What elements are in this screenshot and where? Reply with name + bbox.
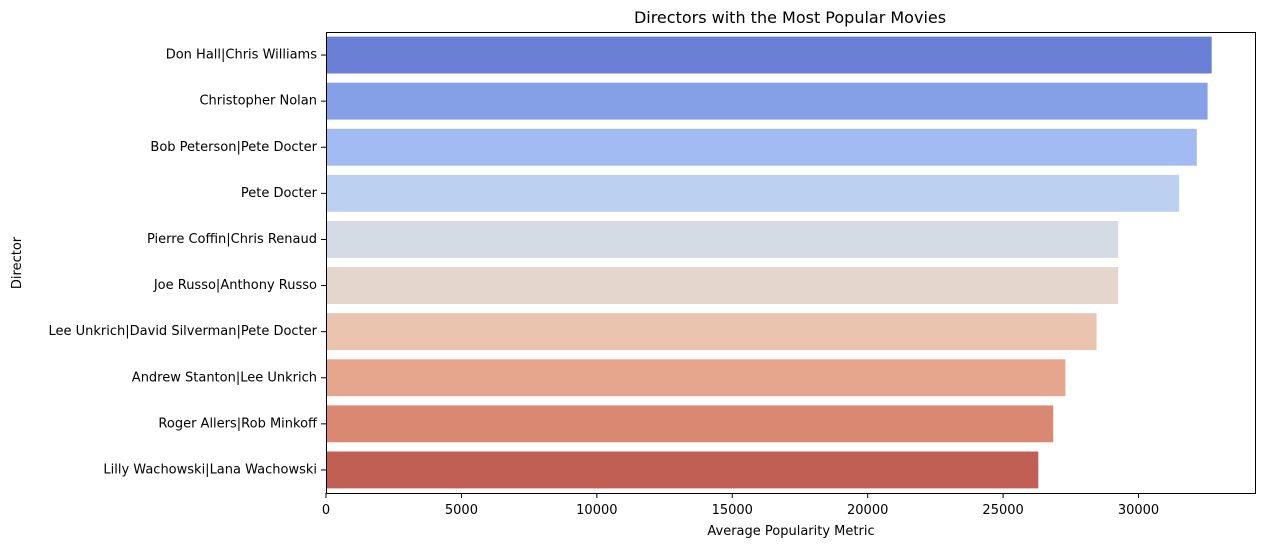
x-tick-label: 15000	[712, 503, 753, 518]
x-tick-label: 5000	[445, 503, 478, 518]
bars-group	[326, 36, 1212, 489]
x-tick-label: 0	[322, 503, 330, 518]
bar-3	[326, 128, 1197, 166]
y-tick-label: Roger Allers|Rob Minkoff	[158, 416, 318, 431]
y-tick-label: Bob Peterson|Pete Docter	[150, 140, 317, 155]
x-axis: 0 5000 10000 15000 20000 25000 30000	[322, 493, 1159, 518]
y-tick-label: Joe Russo|Anthony Russo	[153, 278, 317, 293]
bar-7	[326, 313, 1097, 351]
x-axis-label: Average Popularity Metric	[707, 524, 874, 539]
bar-9	[326, 405, 1054, 443]
y-tick-label: Lee Unkrich|David Silverman|Pete Docter	[49, 324, 318, 339]
chart-title: Directors with the Most Popular Movies	[634, 8, 946, 27]
bar-5	[326, 221, 1119, 258]
y-tick-label: Pete Docter	[241, 186, 318, 201]
x-tick-label: 10000	[576, 503, 617, 518]
y-tick-label: Christopher Nolan	[199, 94, 317, 109]
y-tick-label: Lilly Wachowski|Lana Wachowski	[103, 462, 317, 477]
y-axis: Don Hall|Chris Williams Christopher Nolan…	[49, 48, 326, 477]
y-tick-label: Andrew Stanton|Lee Unkrich	[132, 370, 317, 385]
bar-6	[326, 267, 1119, 304]
x-tick-label: 25000	[982, 503, 1023, 518]
y-tick-label: Don Hall|Chris Williams	[166, 48, 318, 63]
plot-frame	[326, 32, 1256, 494]
y-tick-label: Pierre Coffin|Chris Renaud	[147, 232, 317, 247]
bar-8	[326, 359, 1066, 397]
bar-1	[326, 36, 1212, 74]
bar-2	[326, 82, 1208, 120]
bar-10	[326, 451, 1039, 489]
bar-4	[326, 174, 1180, 212]
x-tick-label: 30000	[1118, 503, 1159, 518]
x-tick-label: 20000	[847, 503, 888, 518]
y-axis-label: Director	[10, 236, 25, 289]
